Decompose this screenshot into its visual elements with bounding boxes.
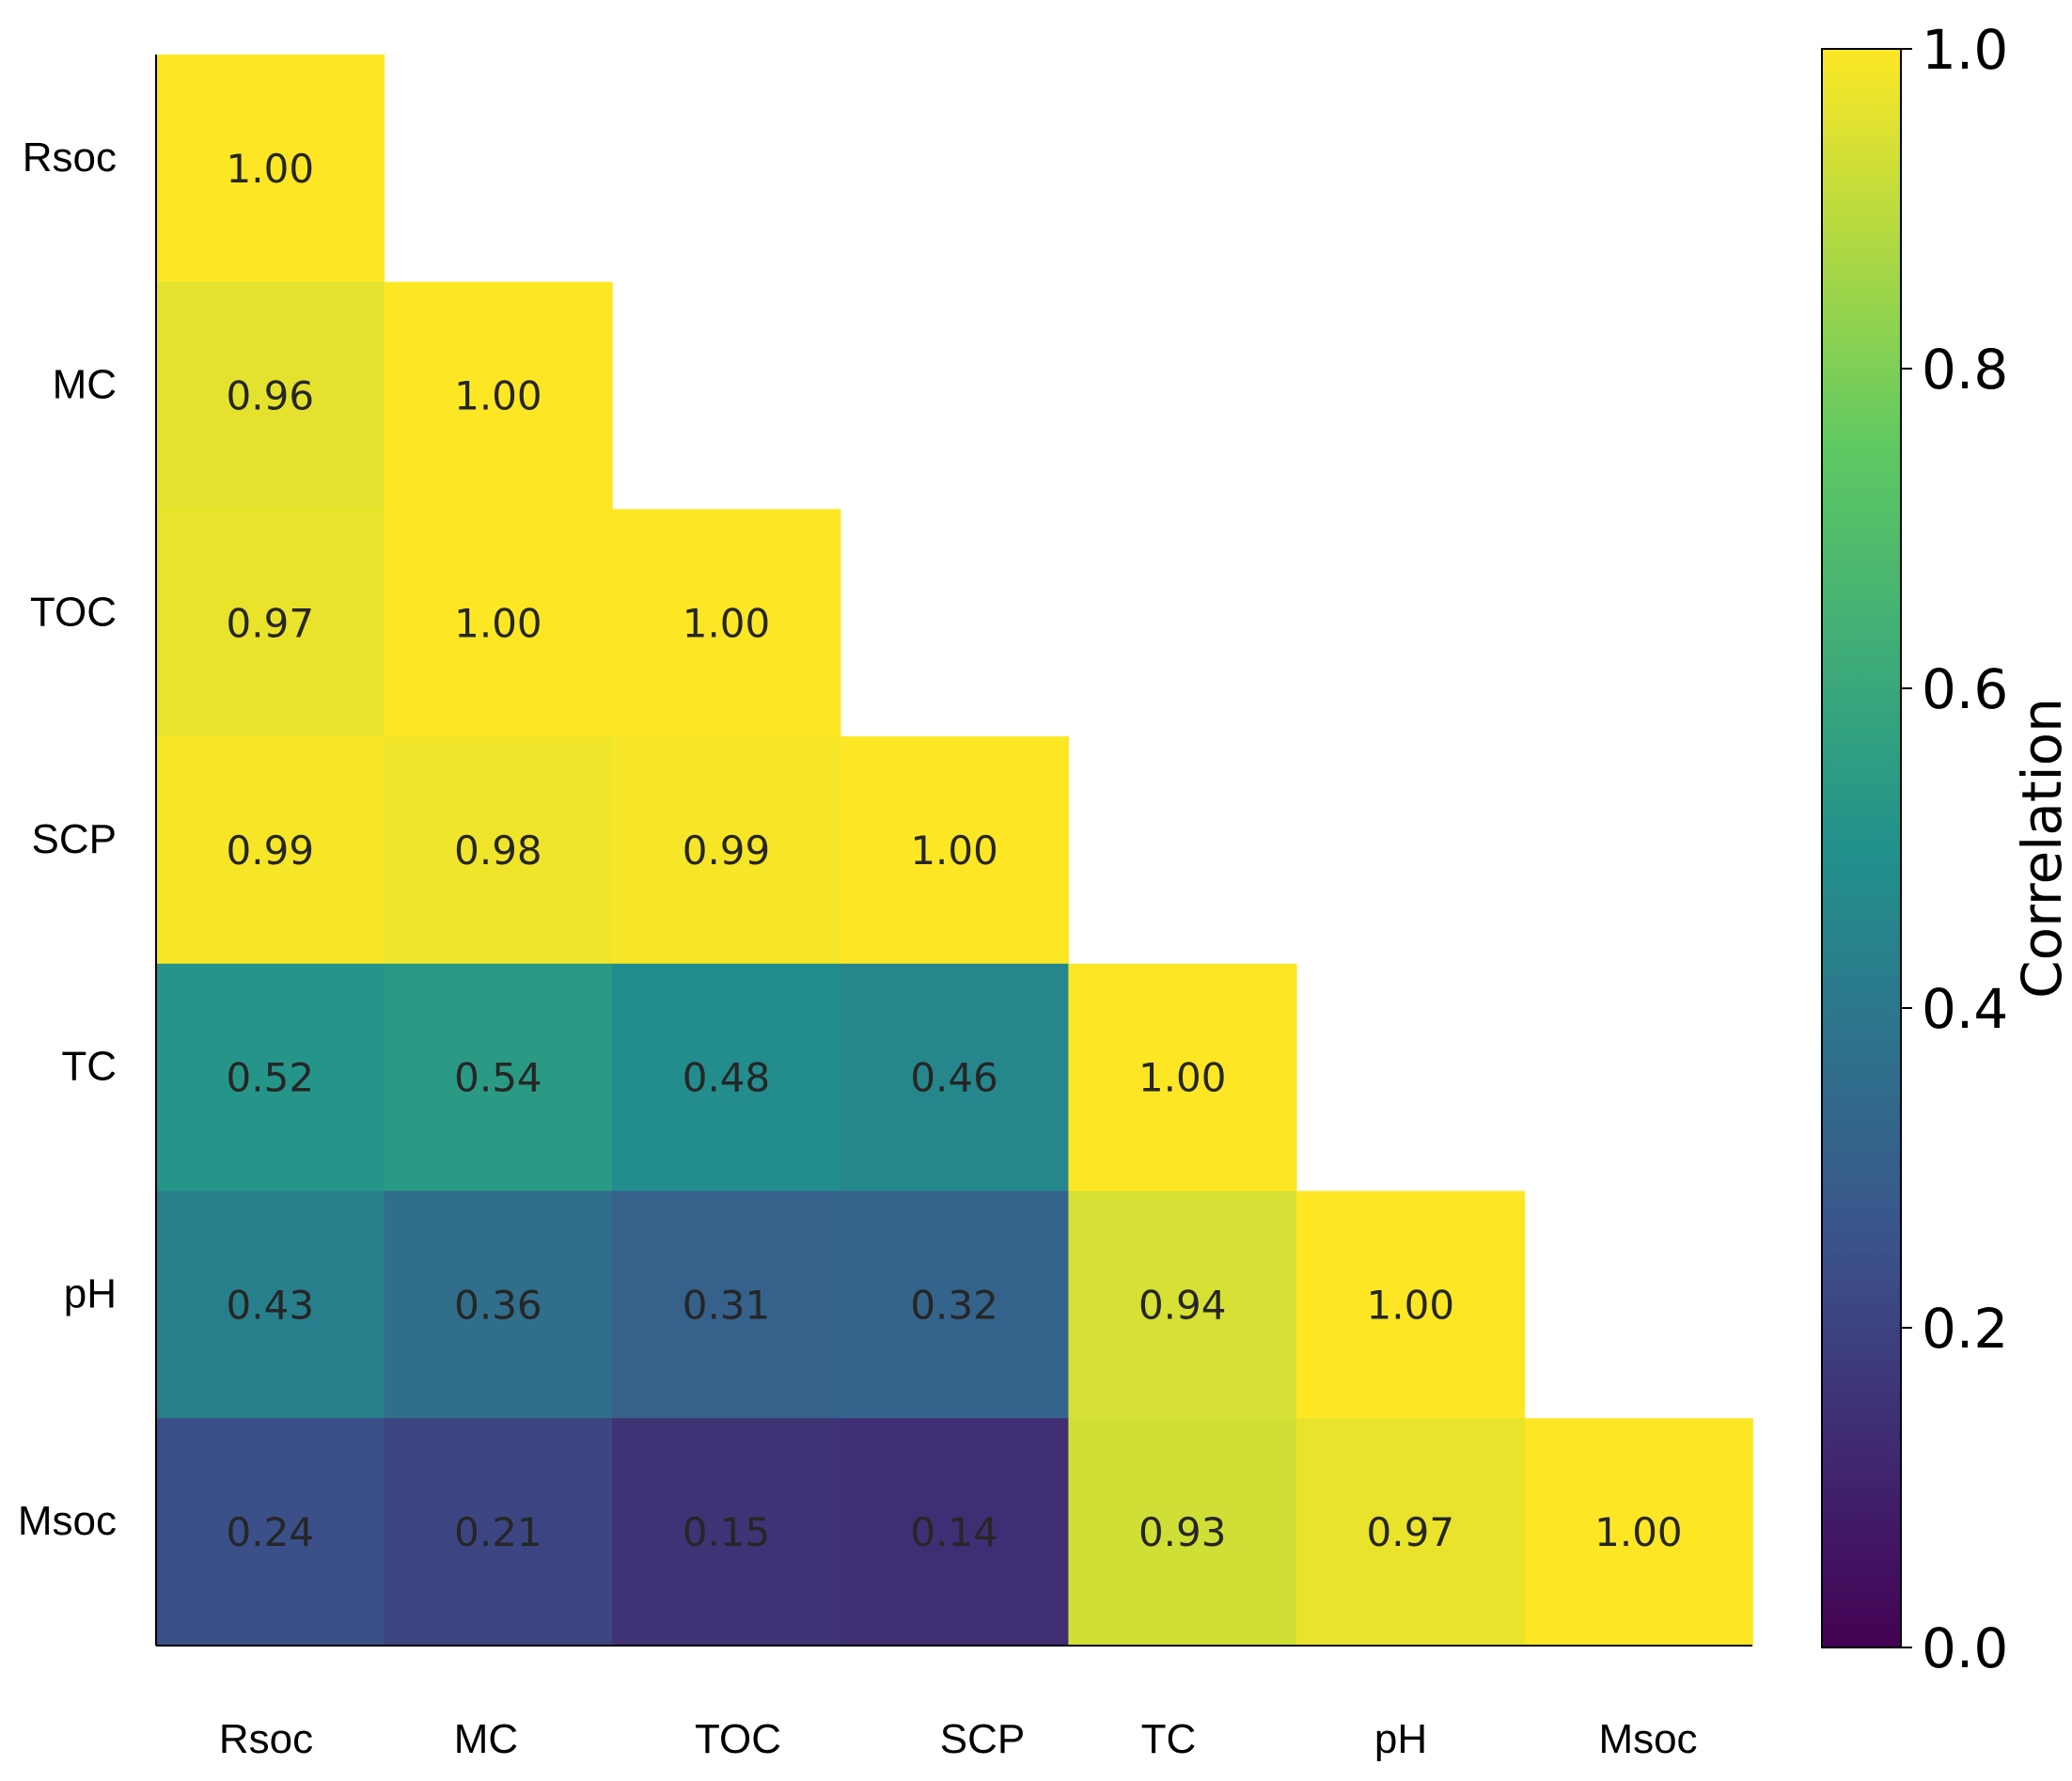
colorbar-tick-label-0.4: 0.4 — [1922, 977, 2008, 1041]
cell-value-labels: 1.00 0.96 1.00 0.97 1.00 1.00 0.99 0.98 0.99 1.00… — [227, 146, 1683, 1555]
cell-value-TC-TC: 1.00 — [1138, 1055, 1227, 1101]
colorbar-ticks: 0.0 0.2 0.4 0.6 0.8 1.0 — [1901, 18, 2008, 1680]
x-tick-label-pH: pH — [1374, 1716, 1427, 1762]
heatmap-cell-TOC-Rsoc — [156, 509, 385, 737]
cell-value-MC-MC: 1.00 — [454, 373, 542, 419]
colorbar-label: Correlation — [2010, 698, 2072, 999]
heatmap-cell-TC-Rsoc — [156, 963, 385, 1192]
cell-value-Rsoc-Rsoc: 1.00 — [227, 146, 315, 192]
cell-value-pH-Rsoc: 0.43 — [227, 1282, 315, 1328]
heatmap-cell-Msoc-SCP — [840, 1418, 1069, 1647]
heatmap-axes — [155, 55, 1752, 1647]
heatmap-cell-TC-TC — [1068, 963, 1297, 1192]
cell-value-Msoc-MC: 0.21 — [454, 1509, 542, 1555]
cell-value-SCP-SCP: 1.00 — [910, 827, 998, 874]
heatmap-cell-Msoc-Msoc — [1524, 1418, 1753, 1647]
heatmap-cell-TC-SCP — [840, 963, 1069, 1192]
y-tick-label-Msoc: Msoc — [18, 1498, 117, 1544]
cell-value-SCP-MC: 0.98 — [454, 827, 542, 874]
colorbar-scale — [1821, 48, 1902, 1648]
heatmap-cell-Msoc-TOC — [612, 1418, 841, 1647]
cell-value-pH-SCP: 0.32 — [910, 1282, 998, 1328]
heatmap-cell-Msoc-TC — [1068, 1418, 1297, 1647]
cell-value-Msoc-Msoc: 1.00 — [1594, 1509, 1683, 1555]
heatmap-cell-pH-pH — [1296, 1190, 1526, 1419]
heatmap-cell-MC-MC — [384, 281, 613, 510]
colorbar-tick-label-0.6: 0.6 — [1922, 657, 2008, 721]
x-tick-label-Rsoc: Rsoc — [219, 1716, 313, 1762]
cell-value-TC-TOC: 0.48 — [683, 1055, 771, 1101]
heatmap-cell-pH-TC — [1068, 1190, 1297, 1419]
heatmap-cell-Msoc-pH — [1296, 1418, 1526, 1647]
cell-value-SCP-Rsoc: 0.99 — [227, 827, 315, 874]
heatmap-cell-Rsoc-Rsoc — [156, 55, 385, 283]
cell-value-TC-SCP: 0.46 — [910, 1055, 998, 1101]
x-tick-label-MC: MC — [454, 1716, 518, 1762]
colorbar-tick-label-0.8: 0.8 — [1922, 338, 2008, 402]
y-tick-label-TOC: TOC — [30, 589, 117, 635]
cell-value-TOC-MC: 1.00 — [454, 600, 542, 646]
cell-value-Msoc-SCP: 0.14 — [910, 1509, 998, 1555]
heatmap-cell-TOC-TOC — [612, 509, 841, 737]
heatmap-cell-SCP-MC — [384, 736, 613, 965]
y-tick-label-Rsoc: Rsoc — [23, 134, 117, 181]
colorbar-tick-label-1.0: 1.0 — [1922, 18, 2008, 82]
heatmap-cell-MC-Rsoc — [156, 281, 385, 510]
cell-value-MC-Rsoc: 0.96 — [227, 373, 315, 419]
y-tick-label-SCP: SCP — [32, 816, 117, 862]
heatmap-cell-pH-MC — [384, 1190, 613, 1419]
heatmap-cell-SCP-Rsoc — [156, 736, 385, 965]
cell-value-pH-MC: 0.36 — [454, 1282, 542, 1328]
heatmap-cell-pH-SCP — [840, 1190, 1069, 1419]
cell-value-TOC-TOC: 1.00 — [683, 600, 771, 646]
x-tick-label-TOC: TOC — [695, 1716, 781, 1762]
cell-value-Msoc-pH: 0.97 — [1367, 1509, 1455, 1555]
colorbar-tick-label-0.0: 0.0 — [1922, 1616, 2008, 1680]
heatmap-cell-SCP-TOC — [612, 736, 841, 965]
cell-value-TC-Rsoc: 0.52 — [227, 1055, 315, 1101]
heatmap-cells — [156, 55, 1753, 1647]
cell-value-SCP-TOC: 0.99 — [683, 827, 771, 874]
y-tick-label-TC: TC — [61, 1044, 117, 1090]
y-tick-label-MC: MC — [53, 362, 117, 408]
x-tick-label-Msoc: Msoc — [1598, 1716, 1697, 1762]
heatmap-cell-TOC-MC — [384, 509, 613, 737]
cell-value-pH-pH: 1.00 — [1367, 1282, 1455, 1328]
heatmap-cell-Msoc-Rsoc — [156, 1418, 385, 1647]
heatmap-cell-pH-TOC — [612, 1190, 841, 1419]
cell-value-Msoc-Rsoc: 0.24 — [227, 1509, 315, 1555]
heatmap-cell-pH-Rsoc — [156, 1190, 385, 1419]
colorbar-tick-label-0.2: 0.2 — [1922, 1297, 2008, 1361]
cell-value-pH-TC: 0.94 — [1138, 1282, 1227, 1328]
y-tick-label-pH: pH — [64, 1270, 117, 1316]
cell-value-Msoc-TC: 0.93 — [1138, 1509, 1227, 1555]
cell-value-TOC-Rsoc: 0.97 — [227, 600, 315, 646]
colorbar: 0.0 0.2 0.4 0.6 0.8 1.0 Correlation — [1821, 18, 2072, 1680]
x-tick-label-TC: TC — [1141, 1716, 1197, 1762]
cell-value-pH-TOC: 0.31 — [683, 1282, 771, 1328]
heatmap-cell-TC-MC — [384, 963, 613, 1192]
cell-value-Msoc-TOC: 0.15 — [683, 1509, 771, 1555]
x-tick-label-SCP: SCP — [940, 1716, 1025, 1762]
y-tick-labels: Rsoc MC TOC SCP TC pH Msoc — [18, 134, 117, 1544]
heatmap-cell-SCP-SCP — [840, 736, 1069, 965]
cell-value-TC-MC: 0.54 — [454, 1055, 542, 1101]
x-tick-labels: Rsoc MC TOC SCP TC pH Msoc — [219, 1716, 1698, 1762]
heatmap-cell-TC-TOC — [612, 963, 841, 1192]
heatmap-cell-Msoc-MC — [384, 1418, 613, 1647]
